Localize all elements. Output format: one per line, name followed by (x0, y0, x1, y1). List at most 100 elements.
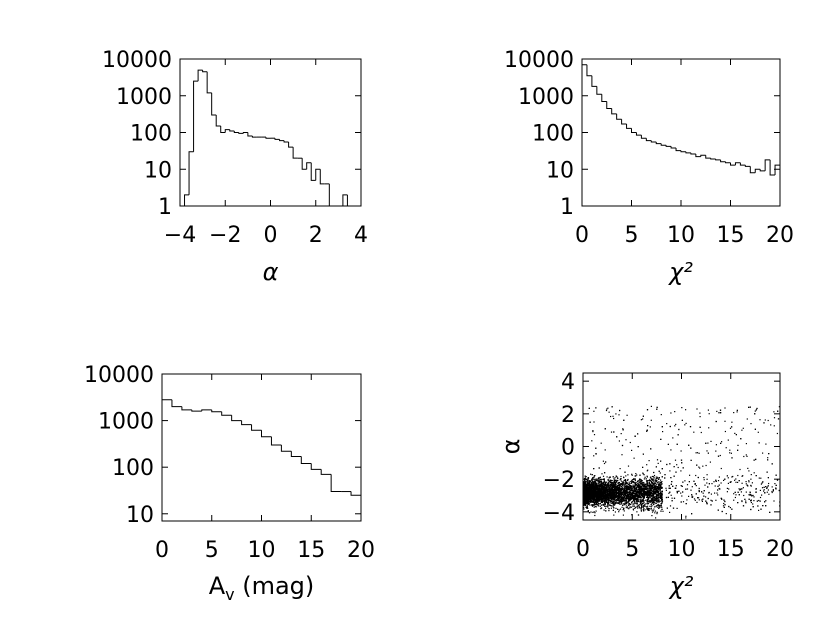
y-tick-label: 100 (532, 122, 574, 147)
scatter-point (630, 480, 632, 483)
scatter-point (591, 478, 593, 480)
scatter-point (714, 492, 716, 494)
scatter-point (648, 509, 650, 511)
scatter-point (644, 505, 646, 507)
scatter-point (639, 502, 641, 504)
scatter-point (656, 500, 658, 502)
scatter-point (595, 487, 598, 489)
scatter-point (593, 488, 595, 490)
scatter-point (676, 464, 678, 466)
scatter-point (691, 495, 693, 497)
scatter-point (743, 455, 745, 458)
scatter-point (625, 487, 627, 489)
scatter-point (638, 496, 640, 498)
scatter-point (619, 492, 621, 494)
histogram-bin (265, 137, 271, 139)
scatter-point (674, 459, 677, 461)
histogram-bin (626, 124, 632, 129)
scatter-point (695, 452, 697, 454)
scatter-point (636, 500, 638, 502)
scatter-point (653, 480, 655, 482)
scatter-point (603, 509, 605, 511)
scatter-point (680, 470, 682, 472)
scatter-point (651, 490, 653, 492)
scatter-point (607, 493, 610, 495)
scatter-point (605, 507, 607, 509)
scatter-point (640, 508, 642, 510)
scatter-point (643, 490, 645, 492)
scatter-point (638, 489, 640, 491)
scatter-point (750, 494, 752, 496)
scatter-point (750, 484, 752, 486)
scatter-point (653, 508, 655, 510)
histogram-bin (242, 132, 248, 134)
scatter-point (717, 494, 719, 496)
scatter-point (607, 407, 609, 409)
scatter-point (636, 474, 638, 476)
scatter-point (613, 499, 615, 501)
scatter-point (664, 477, 666, 479)
histogram-bin (202, 70, 208, 73)
scatter-point (635, 503, 637, 505)
histogram-bin (616, 113, 622, 120)
scatter-point (680, 492, 682, 494)
scatter-point (608, 501, 610, 503)
scatter-point (623, 419, 625, 421)
scatter-point (633, 482, 635, 484)
scatter-point (602, 460, 604, 462)
scatter-point (753, 500, 755, 502)
scatter-point (590, 511, 592, 513)
histogram-bin (197, 69, 203, 82)
scatter-point (650, 419, 652, 421)
scatter-point (613, 514, 615, 516)
scatter-point (628, 484, 630, 486)
scatter-point (595, 500, 597, 502)
scatter-point (650, 405, 652, 407)
scatter-point (657, 501, 659, 503)
scatter-point (652, 475, 654, 478)
scatter-point (612, 502, 614, 504)
scatter-point (625, 482, 627, 484)
scatter-point (584, 475, 586, 477)
scatter-point (691, 494, 693, 496)
histogram-bin (270, 436, 282, 446)
scatter-point (609, 502, 611, 504)
scatter-point (587, 484, 589, 486)
scatter-point (771, 486, 773, 488)
scatter-point (659, 489, 661, 491)
histogram-bins (581, 64, 781, 206)
scatter-point (655, 486, 657, 488)
scatter-point (666, 463, 668, 466)
scatter-point (623, 477, 625, 479)
scatter-point (635, 491, 637, 493)
scatter-point (714, 485, 716, 487)
scatter-point (643, 495, 645, 497)
scatter-point (657, 493, 659, 495)
scatter-point (649, 483, 651, 485)
scatter-points (583, 405, 781, 519)
scatter-point (641, 495, 643, 497)
scatter-point (604, 492, 606, 494)
scatter-point (651, 486, 654, 488)
scatter-point (637, 499, 639, 501)
scatter-point (725, 447, 727, 449)
scatter-point (680, 485, 682, 487)
scatter-point (629, 507, 631, 509)
scatter-point (607, 482, 609, 484)
scatter-point (597, 481, 599, 483)
scatter-point (602, 495, 604, 497)
scatter-point (723, 502, 725, 505)
histogram-bin (161, 399, 172, 521)
scatter-point (587, 503, 590, 505)
scatter-point (721, 441, 723, 443)
scatter-point (761, 482, 763, 484)
scatter-point (594, 489, 596, 491)
scatter-point (624, 479, 626, 481)
scatter-point (603, 492, 605, 494)
scatter-point (737, 474, 739, 477)
scatter-point (658, 470, 660, 472)
scatter-point (631, 489, 633, 491)
scatter-point (641, 504, 643, 506)
scatter-point (723, 506, 725, 508)
scatter-point (600, 496, 603, 498)
